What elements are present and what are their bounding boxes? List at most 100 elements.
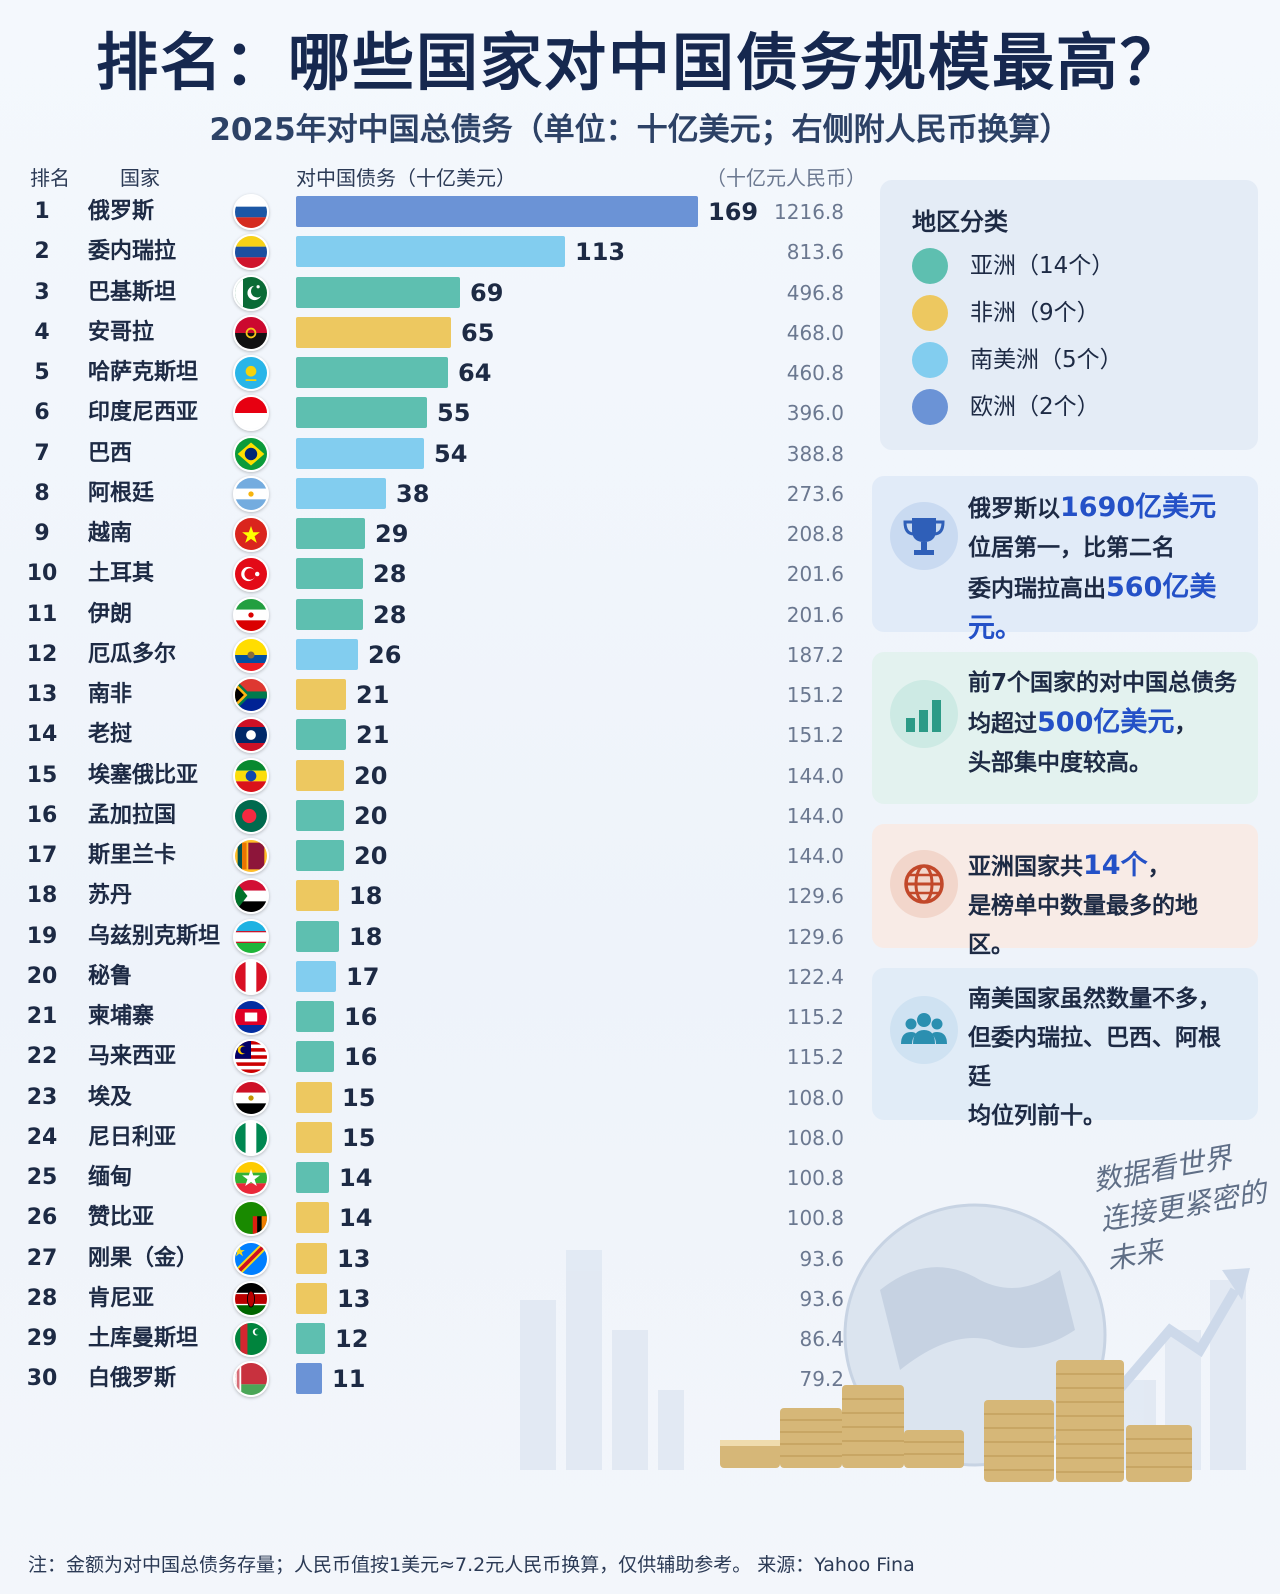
ecuador-flag [233, 636, 269, 673]
country-label: 尼日利亚 [88, 1124, 177, 1150]
bar-value-label: 69 [470, 278, 504, 307]
table-row: 18 苏丹 18 129.6 [0, 878, 860, 915]
legend-swatch [912, 389, 948, 425]
rmb-value-label: 388.8 [786, 441, 844, 466]
bar-value-label: 16 [344, 1043, 378, 1072]
country-label: 委内瑞拉 [88, 239, 177, 265]
rank-label: 9 [34, 521, 50, 546]
header-debt: 对中国债务（十亿美元） [296, 166, 516, 190]
bar [296, 1001, 334, 1032]
zambia-flag [233, 1200, 269, 1237]
uzbekistan-flag [233, 918, 269, 955]
bar-value-label: 14 [339, 1164, 373, 1192]
rank-label: 1 [34, 199, 50, 224]
bar-value-label: 28 [373, 600, 407, 629]
bar-value-label: 20 [354, 842, 388, 870]
country-label: 刚果（金） [88, 1245, 199, 1271]
bar-value-label: 21 [356, 721, 390, 750]
bar [296, 477, 386, 509]
table-row: 25 缅甸 14 100.8 [0, 1160, 860, 1196]
rank-label: 25 [26, 1165, 58, 1190]
bar [296, 960, 336, 992]
bar [296, 196, 698, 227]
bar [296, 1363, 322, 1395]
rmb-value-label: 201.6 [786, 562, 844, 587]
country-label: 柬埔寨 [88, 1004, 155, 1029]
argentina-flag [233, 475, 269, 512]
insight-highlight: 500亿美元 [1037, 707, 1175, 738]
rank-label: 28 [26, 1285, 58, 1311]
header-rmb: （十亿元人民币） [706, 166, 866, 190]
country-label: 印度尼西亚 [88, 400, 199, 426]
bar [296, 759, 344, 791]
page-subtitle: 2025年对中国总债务（单位：十亿美元；右侧附人民币换算） [209, 112, 1071, 148]
insight-text: 南美国家虽然数量不多， 但委内瑞拉、巴西、阿根廷 均位列前十。 [968, 980, 1242, 1136]
sri-lanka-flag [233, 838, 269, 874]
table-row: 11 伊朗 28 201.6 [0, 596, 860, 633]
insight-highlight: 14个 [1083, 850, 1148, 881]
rank-label: 11 [26, 601, 58, 627]
insight-segment: 位居第一，比第二名 [968, 535, 1175, 561]
rmb-value-label: 468.0 [786, 320, 844, 345]
bar-value-label: 18 [349, 922, 383, 951]
country-label: 哈萨克斯坦 [88, 360, 199, 385]
nigeria-flag [233, 1119, 269, 1156]
country-label: 阿根廷 [88, 480, 155, 506]
insight-segment: 前7个国家的对中国总债务 [968, 670, 1238, 696]
insight-segment: 均超过 [968, 711, 1037, 737]
header-country: 国家 [120, 166, 160, 190]
table-row: 8 阿根廷 38 273.6 [0, 475, 860, 512]
bar [296, 920, 339, 952]
rmb-value-label: 86.4 [799, 1327, 844, 1351]
table-row: 3 巴基斯坦 69 496.8 [0, 274, 860, 311]
country-label: 肯尼亚 [88, 1285, 155, 1311]
country-label: 老挝 [88, 722, 133, 748]
bar-value-label: 13 [337, 1244, 371, 1273]
table-row: 26 赞比亚 14 100.8 [0, 1200, 860, 1237]
bar-value-label: 65 [461, 318, 495, 347]
bar [296, 1242, 327, 1274]
table-row: 21 柬埔寨 16 115.2 [0, 999, 860, 1035]
rank-label: 12 [26, 641, 58, 667]
rank-label: 2 [34, 239, 50, 265]
rank-label: 3 [34, 279, 50, 305]
insight-segment: 亚洲国家共 [968, 854, 1083, 880]
table-row: 23 埃及 15 108.0 [0, 1079, 860, 1116]
legend-swatch [912, 342, 948, 378]
rmb-value-label: 100.8 [786, 1206, 844, 1231]
bar-value-label: 54 [434, 439, 468, 468]
bar-value-label: 15 [342, 1083, 376, 1112]
table-row: 28 肯尼亚 13 93.6 [0, 1280, 860, 1317]
rmb-value-label: 122.4 [786, 964, 844, 989]
rank-label: 20 [26, 963, 58, 989]
bar-value-label: 113 [575, 238, 626, 267]
south-africa-flag [233, 677, 269, 713]
laos-flag [233, 717, 269, 754]
rank-label: 4 [34, 319, 50, 345]
insight-text: 俄罗斯以1690亿美元 位居第一，比第二名 委内瑞拉高出560亿美元。 [968, 488, 1242, 650]
table-row: 9 越南 29 208.8 [0, 516, 860, 552]
turkey-flag [233, 556, 269, 593]
rank-label: 30 [26, 1366, 58, 1392]
bar-value-label: 13 [337, 1284, 371, 1313]
rank-label: 8 [34, 480, 50, 506]
insight-line: 前7个国家的对中国总债务 [968, 664, 1242, 703]
bar-value-label: 29 [375, 520, 409, 548]
insight-line: 头部集中度较高。 [968, 744, 1242, 783]
bar [296, 1202, 329, 1234]
legend-label: 非洲（9个） [970, 300, 1100, 326]
malaysia-flag [233, 1039, 269, 1076]
table-row: 15 埃塞俄比亚 20 144.0 [0, 757, 860, 794]
country-label: 白俄罗斯 [88, 1366, 177, 1392]
table-row: 30 白俄罗斯 11 79.2 [0, 1361, 860, 1398]
country-label: 伊朗 [88, 601, 133, 627]
rmb-value-label: 144.0 [786, 844, 844, 868]
dr-congo-flag [233, 1240, 269, 1277]
rank-label: 23 [26, 1084, 58, 1110]
belarus-flag [233, 1361, 269, 1398]
table-row: 22 马来西亚 16 115.2 [0, 1039, 860, 1076]
insight-line: 位居第一，比第二名 [968, 529, 1242, 568]
footnote: 注：金额为对中国总债务存量；人民币值按1美元≈7.2元人民币换算，仅供辅助参考。… [28, 1554, 915, 1576]
insight-line: 南美国家虽然数量不多， [968, 980, 1242, 1019]
